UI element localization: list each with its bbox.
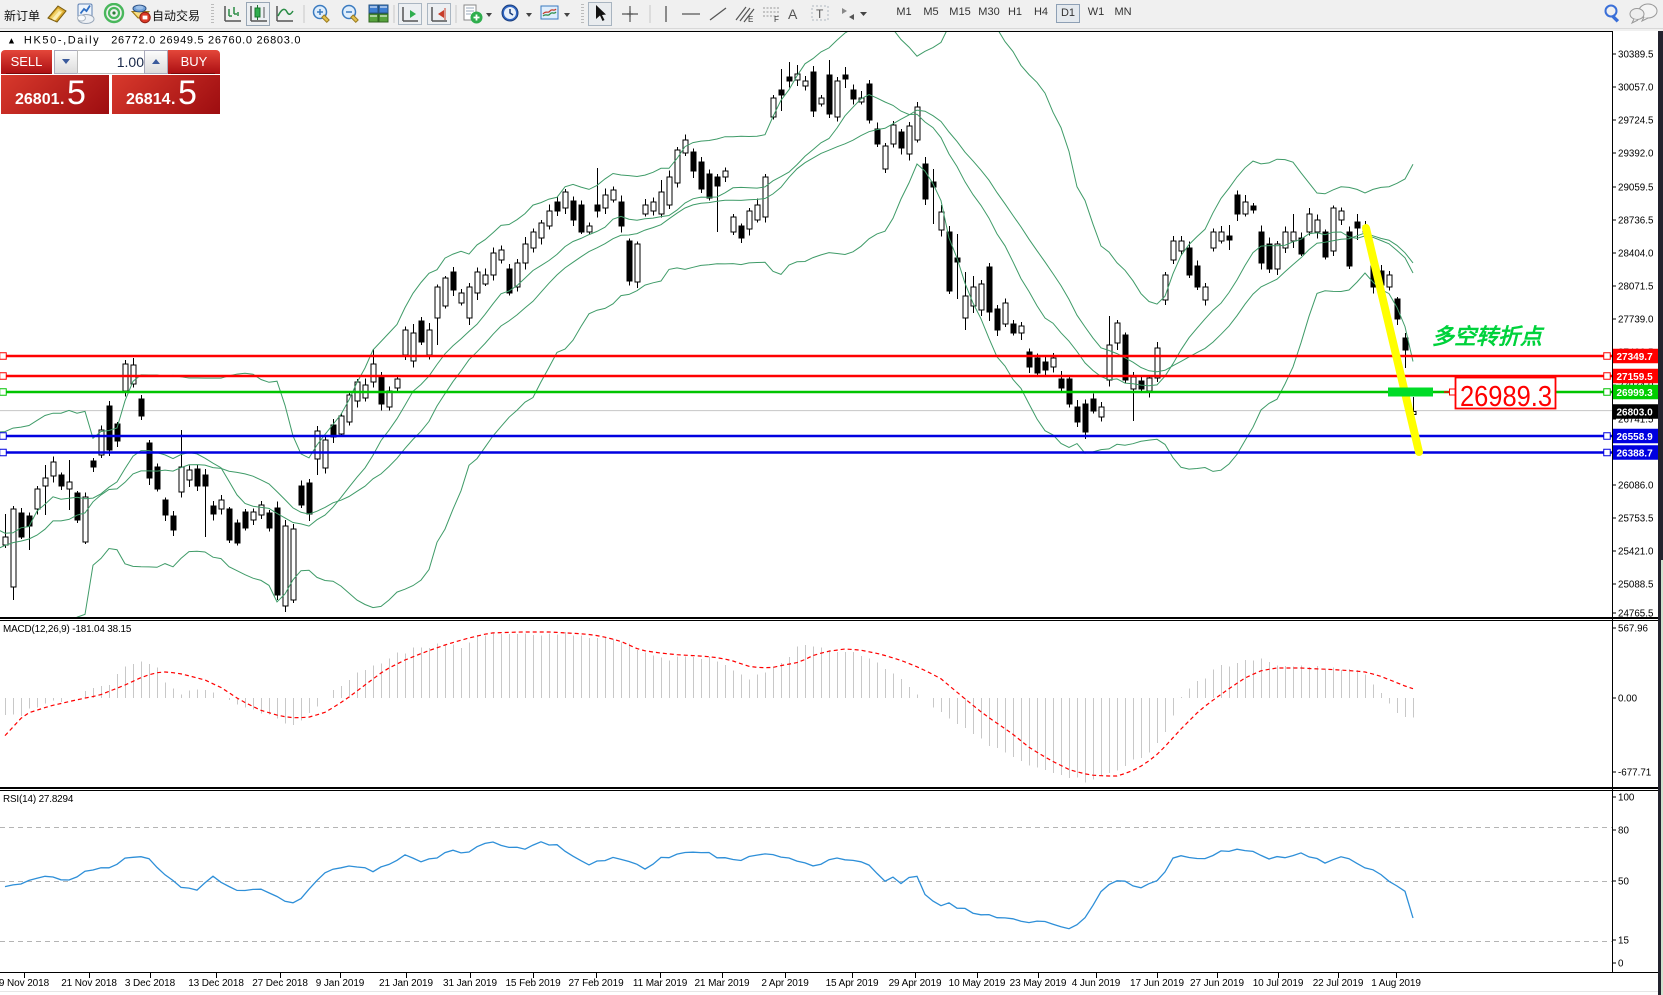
svg-text:F: F [774,15,779,24]
svg-text:MACD(12,26,9) -181.04 38.15: MACD(12,26,9) -181.04 38.15 [3,624,132,635]
svg-text:21 Jan 2019: 21 Jan 2019 [379,978,433,989]
svg-text:100: 100 [1618,793,1635,804]
svg-text:3 Dec 2018: 3 Dec 2018 [125,978,176,989]
svg-text:A: A [788,6,798,22]
svg-text:27349.7: 27349.7 [1617,352,1654,363]
svg-text:25421.0: 25421.0 [1618,547,1654,558]
svg-text:25088.5: 25088.5 [1618,580,1654,591]
svg-text:28071.5: 28071.5 [1618,282,1654,293]
svg-text:29392.0: 29392.0 [1618,149,1654,160]
svg-text:10 Jul 2019: 10 Jul 2019 [1253,978,1304,989]
svg-text:26803.0: 26803.0 [1617,407,1654,418]
svg-text:31 Jan 2019: 31 Jan 2019 [443,978,497,989]
svg-text:T: T [816,7,824,21]
svg-text:10 May 2019: 10 May 2019 [949,978,1006,989]
svg-text:27 Feb 2019: 27 Feb 2019 [568,978,624,989]
svg-text:2 Apr 2019: 2 Apr 2019 [761,978,809,989]
svg-text:27739.0: 27739.0 [1618,315,1654,326]
svg-text:26558.9: 26558.9 [1617,432,1654,443]
svg-text:1 Aug 2019: 1 Aug 2019 [1371,978,1421,989]
svg-text:15 Apr 2019: 15 Apr 2019 [826,978,879,989]
svg-text:27 Dec 2018: 27 Dec 2018 [252,978,308,989]
svg-text:4 Jun 2019: 4 Jun 2019 [1072,978,1121,989]
svg-text:29 Apr 2019: 29 Apr 2019 [889,978,942,989]
svg-text:23 May 2019: 23 May 2019 [1010,978,1067,989]
svg-text:24765.5: 24765.5 [1618,609,1654,620]
svg-text:29724.5: 29724.5 [1618,116,1654,127]
svg-text:28736.5: 28736.5 [1618,216,1654,227]
svg-text:26741.5: 26741.5 [1618,415,1654,426]
svg-text:RSI(14) 27.8294: RSI(14) 27.8294 [3,794,74,805]
svg-text:0: 0 [1618,959,1624,970]
svg-text:26989.3: 26989.3 [1460,381,1552,413]
svg-text:21 Nov 2018: 21 Nov 2018 [61,978,117,989]
svg-text:9 Jan 2019: 9 Jan 2019 [316,978,365,989]
svg-text:30389.5: 30389.5 [1618,50,1654,61]
svg-text:30057.0: 30057.0 [1618,83,1654,94]
svg-text:22 Jul 2019: 22 Jul 2019 [1313,978,1364,989]
svg-text:多空转折点: 多空转折点 [1432,324,1545,349]
svg-text:13 Dec 2018: 13 Dec 2018 [188,978,244,989]
svg-text:15: 15 [1618,936,1629,947]
svg-text:21 Mar 2019: 21 Mar 2019 [694,978,750,989]
svg-text:0.00: 0.00 [1618,694,1638,705]
svg-text:-677.71: -677.71 [1618,768,1651,779]
svg-text:50: 50 [1618,877,1629,888]
svg-text:9 Nov 2018: 9 Nov 2018 [0,978,50,989]
svg-text:29059.5: 29059.5 [1618,183,1654,194]
svg-text:27159.5: 27159.5 [1617,372,1654,383]
svg-text:26086.0: 26086.0 [1618,481,1654,492]
svg-text:80: 80 [1618,826,1629,837]
svg-text:26999.3: 26999.3 [1617,388,1654,399]
svg-text:27 Jun 2019: 27 Jun 2019 [1190,978,1244,989]
svg-text:15 Feb 2019: 15 Feb 2019 [505,978,561,989]
svg-text:17 Jun 2019: 17 Jun 2019 [1130,978,1184,989]
svg-text:28404.0: 28404.0 [1618,249,1654,260]
svg-text:11 Mar 2019: 11 Mar 2019 [633,978,688,989]
svg-text:25753.5: 25753.5 [1618,514,1654,525]
svg-text:26388.7: 26388.7 [1617,448,1654,459]
svg-text:567.96: 567.96 [1618,624,1649,635]
svg-text:E: E [748,15,753,24]
